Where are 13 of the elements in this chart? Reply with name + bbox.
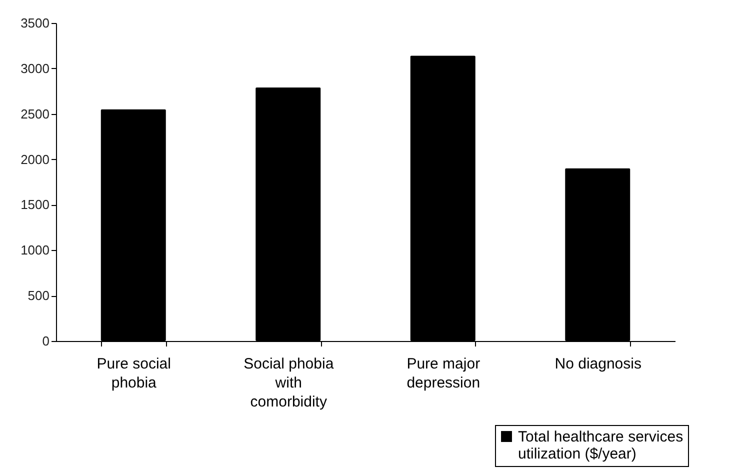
y-tick-label: 1000 xyxy=(20,242,50,258)
x-tick-label: Pure social phobia xyxy=(96,356,171,392)
y-tick-label: 1500 xyxy=(20,197,50,212)
y-tick-label: 0 xyxy=(42,334,50,348)
x-tick-label: Pure major depression xyxy=(406,356,480,392)
y-tick-label: 3500 xyxy=(20,16,50,30)
x-tick-label: No diagnosis xyxy=(554,356,642,372)
y-tick-label: 3000 xyxy=(20,60,50,76)
y-tick-label: 2000 xyxy=(20,152,50,167)
y-tick-label: 2500 xyxy=(20,106,50,122)
y-tick-label: 500 xyxy=(28,288,50,304)
legend-label: Total healthcare services utilization ($/year) xyxy=(518,428,684,462)
x-tick-label: Social phobia with comorbidity xyxy=(244,356,334,410)
